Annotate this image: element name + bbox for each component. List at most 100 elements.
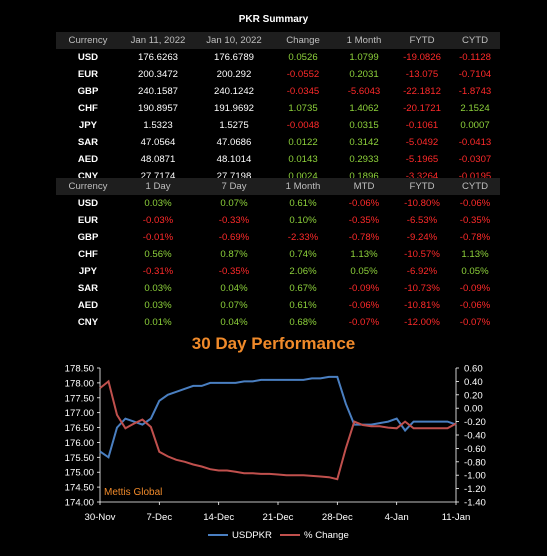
value-cell: -0.33% <box>218 215 250 226</box>
value-cell: -9.24% <box>406 232 438 243</box>
return-row: AED 0.03% 0.07% 0.61% -0.06% -10.81% -0.06% <box>56 297 500 314</box>
rate-cell: 47.0564 <box>140 137 176 148</box>
rate-row: AED 48.0871 48.1014 0.0143 0.2933 -5.1965 -0.0… <box>56 151 500 168</box>
left-tick-label: 178.50 <box>65 364 94 375</box>
x-tick-label: 4-Jan <box>385 512 409 523</box>
x-tick-label: 28-Dec <box>322 512 353 523</box>
value-cell: 2.06% <box>289 266 317 277</box>
value-cell: 0.05% <box>350 266 378 277</box>
right-tick-label: -0.40 <box>464 431 486 442</box>
value-cell: -10.80% <box>404 198 440 209</box>
value-cell: -0.7104 <box>458 69 492 80</box>
value-cell: 2.1524 <box>460 103 490 114</box>
value-cell: -6.92% <box>406 266 438 277</box>
right-tick-label: -1.40 <box>464 498 486 509</box>
value-cell: -0.69% <box>218 232 250 243</box>
value-cell: -0.0195 <box>458 171 492 182</box>
value-cell: -0.35% <box>218 266 250 277</box>
left-tick-label: 176.00 <box>65 438 94 449</box>
rate-cell: 191.9692 <box>213 103 254 114</box>
returns-table-body: USD 0.03% 0.07% 0.61% -0.06% -10.80% -0.06% EUR… <box>56 195 500 331</box>
value-cell: -10.57% <box>404 249 440 260</box>
legend-label-usdpkr: USDPKR <box>232 530 272 541</box>
value-cell: -5.1965 <box>405 154 439 165</box>
value-cell: -0.78% <box>348 232 380 243</box>
value-cell: -0.0413 <box>458 137 492 148</box>
right-tick-label: -0.60 <box>464 444 486 455</box>
return-row: EUR -0.03% -0.33% 0.10% -0.35% -6.53% -0.35% <box>56 212 500 229</box>
value-cell: -0.0345 <box>286 86 320 97</box>
value-cell: 1.0735 <box>288 103 318 114</box>
column-header: Change <box>272 32 334 49</box>
rate-cell: 48.0871 <box>140 154 176 165</box>
value-cell: -0.0048 <box>286 120 320 131</box>
rate-row: EUR 200.3472 200.292 -0.0552 0.2031 -13.075 -0… <box>56 66 500 83</box>
value-cell: 0.03% <box>144 283 172 294</box>
return-row: CNY 0.01% 0.04% 0.68% -0.07% -12.00% -0.07% <box>56 314 500 331</box>
rate-cell: 200.292 <box>216 69 252 80</box>
value-cell: 0.67% <box>289 283 317 294</box>
value-cell: -13.075 <box>405 69 439 80</box>
value-cell: 0.87% <box>220 249 248 260</box>
value-cell: -0.03% <box>142 215 174 226</box>
rate-row: JPY 1.5323 1.5275 -0.0048 0.0315 -0.1061 0.000… <box>56 117 500 134</box>
value-cell: -5.6043 <box>347 86 381 97</box>
column-header: Currency <box>56 178 120 195</box>
value-cell: -0.0552 <box>286 69 320 80</box>
value-cell: -19.0826 <box>403 52 441 63</box>
rate-cell: 47.0686 <box>216 137 252 148</box>
value-cell: 1.0799 <box>349 52 379 63</box>
x-tick-label: 21-Dec <box>263 512 294 523</box>
return-row: CHF 0.56% 0.87% 0.74% 1.13% -10.57% 1.13% <box>56 246 500 263</box>
value-cell: -2.33% <box>287 232 319 243</box>
legend-label-pct-change: % Change <box>304 530 349 541</box>
chart-title: 30 Day Performance <box>191 334 356 353</box>
rate-cell: 240.1587 <box>137 86 178 97</box>
value-cell: -0.0307 <box>458 154 492 165</box>
currency-code: JPY <box>78 120 98 131</box>
right-tick-label: 0.00 <box>464 404 483 415</box>
currency-code: CNY <box>77 171 99 182</box>
summary-title: PKR Summary <box>238 14 309 25</box>
left-tick-label: 178.00 <box>65 378 94 389</box>
currency-code: CNY <box>77 317 99 328</box>
column-header: Jan 11, 2022 <box>120 32 196 49</box>
currency-code: EUR <box>77 215 99 226</box>
return-row: GBP -0.01% -0.69% -2.33% -0.78% -9.24% -0.78% <box>56 229 500 246</box>
currency-code: CHF <box>78 249 98 260</box>
value-cell: 1.13% <box>461 249 489 260</box>
column-header: 1 Day <box>120 178 196 195</box>
value-cell: 0.01% <box>144 317 172 328</box>
value-cell: 0.1896 <box>349 171 379 182</box>
value-cell: -0.31% <box>142 266 174 277</box>
rate-row: SAR 47.0564 47.0686 0.0122 0.3142 -5.0492 -0.0… <box>56 134 500 151</box>
currency-code: AED <box>77 154 99 165</box>
value-cell: -0.06% <box>459 198 491 209</box>
return-row: SAR 0.03% 0.04% 0.67% -0.09% -10.73% -0.09% <box>56 280 500 297</box>
rate-cell: 176.6789 <box>213 52 254 63</box>
column-header: 1 Month <box>272 178 334 195</box>
column-header: FYTD <box>394 178 450 195</box>
currency-code: CHF <box>78 103 98 114</box>
value-cell: -5.0492 <box>405 137 439 148</box>
value-cell: 1.13% <box>350 249 378 260</box>
value-cell: -6.53% <box>406 215 438 226</box>
rate-row: CHF 190.8957 191.9692 1.0735 1.4062 -20.1721 2… <box>56 100 500 117</box>
rate-cell: 27.7174 <box>140 171 176 182</box>
value-cell: 0.56% <box>144 249 172 260</box>
left-tick-label: 174.00 <box>65 498 94 509</box>
column-header: FYTD <box>394 32 450 49</box>
x-tick-label: 11-Jan <box>442 512 471 523</box>
value-cell: 0.61% <box>289 300 317 311</box>
value-cell: 0.03% <box>144 300 172 311</box>
right-tick-label: 0.40 <box>464 377 483 388</box>
right-tick-label: -1.00 <box>464 471 486 482</box>
value-cell: -10.81% <box>404 300 440 311</box>
value-cell: 0.07% <box>220 198 248 209</box>
rate-cell: 176.6263 <box>137 52 178 63</box>
value-cell: -0.06% <box>459 300 491 311</box>
value-cell: -0.35% <box>459 215 491 226</box>
value-cell: 0.3142 <box>349 137 379 148</box>
value-cell: -20.1721 <box>403 103 441 114</box>
value-cell: 0.0315 <box>349 120 379 131</box>
